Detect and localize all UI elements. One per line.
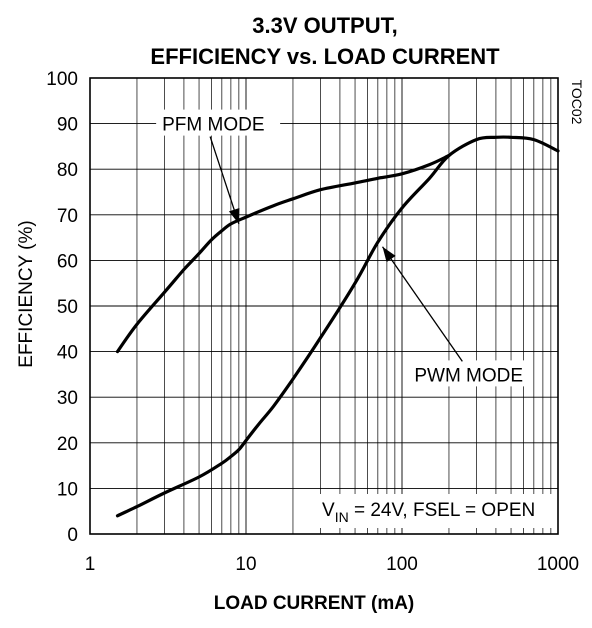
annotations: PFM MODE PWM MODE <box>156 109 533 387</box>
condition-box: VIN = 24V, FSEL = OPEN <box>312 494 552 528</box>
annotation-arrowhead <box>228 207 240 224</box>
condition-box-bg <box>312 494 552 528</box>
x-tick-label: 10 <box>235 554 256 575</box>
y-tick-label: 100 <box>46 69 78 90</box>
y-tick-label: 80 <box>57 160 78 181</box>
chart-title-line-2: EFFICIENCY vs. LOAD CURRENT <box>150 44 500 69</box>
annotation-label-pwm: PWM MODE <box>414 365 523 386</box>
y-tick-label: 30 <box>57 388 78 409</box>
x-axis-label: LOAD CURRENT (mA) <box>214 593 415 614</box>
y-tick-label: 20 <box>57 434 78 455</box>
plot-frame <box>89 77 559 535</box>
annotation-label-pfm: PFM MODE <box>162 115 264 136</box>
curves <box>115 135 560 518</box>
x-tick-label: 100 <box>386 554 418 575</box>
y-axis-label: EFFICIENCY (%) <box>16 220 37 367</box>
annotation-arrow-line <box>381 246 463 362</box>
chart-title-line-1: 3.3V OUTPUT, <box>252 13 397 38</box>
series-line-pfm <box>115 153 451 354</box>
grid <box>90 77 558 535</box>
x-tick-labels: 1 10 100 1000 <box>85 554 579 575</box>
y-tick-label: 60 <box>57 251 78 272</box>
annotation-bg <box>156 109 281 136</box>
y-tick-label: 50 <box>57 297 78 318</box>
annotation-arrow-line <box>209 136 240 225</box>
y-tick-label: 40 <box>57 343 78 364</box>
series-line-pwm <box>115 135 560 518</box>
y-tick-labels: 0 10 20 30 40 50 60 70 80 90 100 <box>46 69 78 546</box>
annotation-arrowhead <box>382 246 396 263</box>
x-tick-label: 1000 <box>537 554 579 575</box>
condition-suffix: = 24V, FSEL = OPEN <box>349 500 536 521</box>
condition-subscript: IN <box>335 509 349 525</box>
y-tick-label: 0 <box>67 525 78 546</box>
y-tick-label: 90 <box>57 115 78 136</box>
condition-prefix: V <box>322 500 335 521</box>
y-tick-label: 70 <box>57 206 78 227</box>
x-tick-label: 1 <box>85 554 96 575</box>
condition-text: VIN = 24V, FSEL = OPEN <box>322 500 535 525</box>
annotation-bg <box>408 360 533 387</box>
y-tick-label: 10 <box>57 479 78 500</box>
figure-code: TOC02 <box>569 80 585 125</box>
